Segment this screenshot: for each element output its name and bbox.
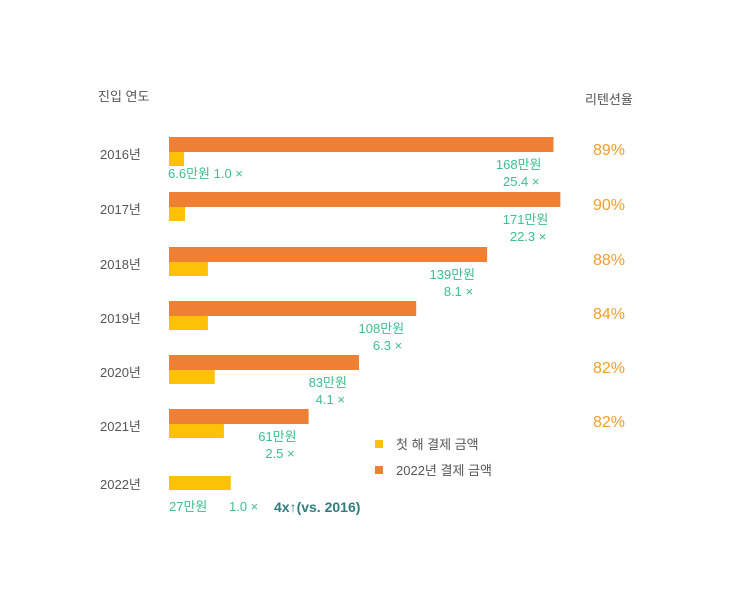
bar-2022-payment (169, 137, 554, 152)
bar-2022-payment (169, 247, 488, 262)
legend: 첫 해 결제 금액 2022년 결제 금액 (375, 437, 492, 478)
first-year-label-2022-multiple: 1.0 × (229, 499, 258, 514)
category-label: 2017년 (100, 202, 141, 217)
bar-first-year-payment (169, 207, 186, 221)
legend-label-first-year: 첫 해 결제 금액 (396, 437, 479, 452)
bar-2022-payment (169, 301, 417, 316)
category-label: 2018년 (100, 257, 141, 272)
bar-first-year-payment (169, 476, 231, 490)
category-label: 2019년 (100, 311, 141, 326)
bar-first-year-payment (169, 370, 215, 384)
value-label-amount: 108만원 (359, 321, 405, 336)
value-label-amount: 83만원 (309, 375, 347, 390)
bar-first-year-payment (169, 152, 185, 166)
bar-2022-payment (169, 409, 309, 424)
bar-rows: 2016년 168만원 25.4 × 89% 2017년 171만원 22.3 × 90% 20… (100, 137, 625, 514)
retention-value: 90% (593, 197, 625, 214)
first-year-label-2016: 6.6만원 1.0 × (168, 166, 243, 181)
retention-value: 88% (593, 252, 625, 269)
value-label-multiple: 2.5 × (265, 446, 294, 461)
bar-first-year-payment (169, 316, 208, 330)
retention-value: 82% (593, 414, 625, 431)
y-axis-header: 진입 연도 (98, 89, 149, 104)
legend-swatch-2022 (375, 466, 383, 474)
bar-2022-payment (169, 192, 561, 207)
growth-annotation: 4x↑(vs. 2016) (274, 499, 360, 515)
value-label-multiple: 22.3 × (510, 229, 547, 244)
category-label: 2016년 (100, 147, 141, 162)
legend-label-2022: 2022년 결제 금액 (396, 463, 492, 478)
value-label-multiple: 25.4 × (503, 174, 540, 189)
value-label-multiple: 8.1 × (444, 284, 473, 299)
category-label: 2022년 (100, 477, 141, 492)
category-label: 2020년 (100, 365, 141, 380)
value-label-multiple: 6.3 × (373, 338, 402, 353)
bar-first-year-payment (169, 424, 224, 438)
retention-value: 89% (593, 142, 625, 159)
first-year-label-2022-amount: 27만원 (169, 499, 207, 514)
retention-header: 리텐션율 (585, 92, 633, 107)
value-label-amount: 171만원 (503, 212, 549, 227)
legend-swatch-first-year (375, 440, 383, 448)
bar-first-year-payment (169, 262, 208, 276)
value-label-amount: 168만원 (496, 157, 542, 172)
value-label-multiple: 4.1 × (316, 392, 345, 407)
retention-value: 82% (593, 360, 625, 377)
bar-2022-payment (169, 355, 359, 370)
value-label-amount: 139만원 (430, 267, 476, 282)
category-label: 2021년 (100, 419, 141, 434)
value-label-amount: 61만원 (258, 429, 296, 444)
retention-value: 84% (593, 306, 625, 323)
